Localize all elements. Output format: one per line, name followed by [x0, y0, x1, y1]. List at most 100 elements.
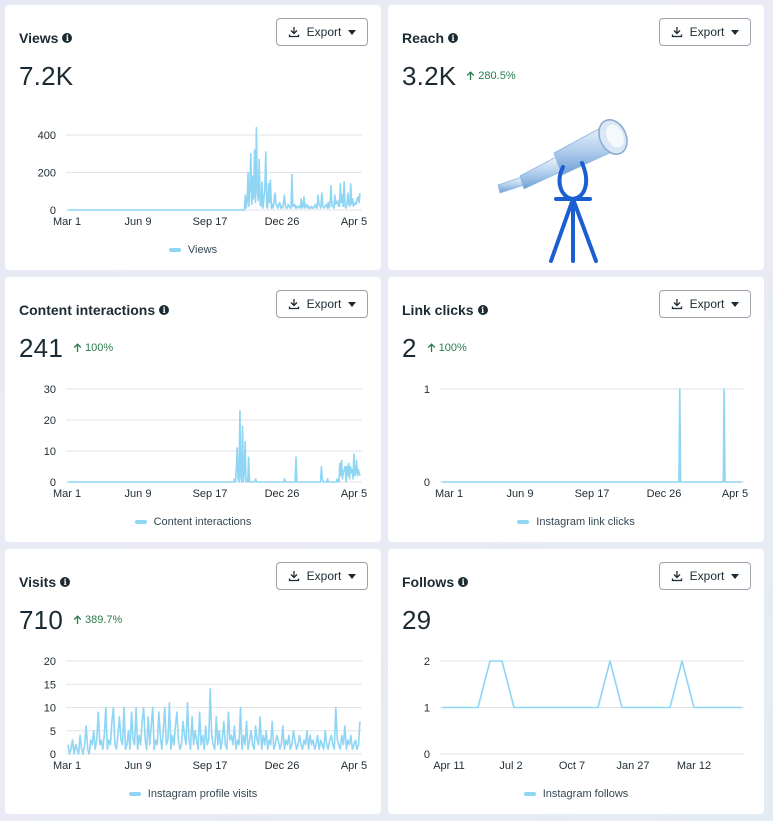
- y-tick-label: 0: [50, 749, 56, 761]
- x-tick-label: Mar 1: [53, 488, 81, 500]
- caret-down-icon: [348, 573, 357, 579]
- caret-down-icon: [731, 29, 740, 35]
- y-tick-label: 15: [44, 679, 56, 691]
- x-tick-label: Jun 9: [125, 216, 152, 228]
- export-button[interactable]: Export: [659, 562, 751, 590]
- card-title-text: Follows: [402, 574, 455, 590]
- chart-legend: Instagram follows: [388, 788, 764, 800]
- caret-down-icon: [348, 301, 357, 307]
- info-icon[interactable]: i: [477, 305, 488, 315]
- metric-row: 7.2K: [19, 61, 73, 92]
- series-line: [68, 409, 361, 483]
- export-label: Export: [689, 569, 725, 583]
- arrow-up-icon: [73, 343, 82, 352]
- y-tick-label: 1: [424, 384, 430, 396]
- y-tick-label: 2: [424, 656, 430, 668]
- metric-row: 3.2K 280.5%: [402, 61, 516, 92]
- download-icon: [671, 299, 682, 310]
- export-label: Export: [689, 25, 725, 39]
- x-tick-label: Mar 1: [53, 760, 81, 772]
- info-icon[interactable]: i: [60, 577, 71, 587]
- metric-row: 710 389.7%: [19, 605, 122, 636]
- x-tick-label: Jun 9: [125, 760, 152, 772]
- x-tick-label: Apr 5: [341, 760, 367, 772]
- info-icon[interactable]: i: [159, 305, 170, 315]
- series-line: [442, 660, 742, 709]
- info-icon[interactable]: i: [458, 577, 469, 587]
- x-tick-label: Mar 1: [435, 488, 463, 500]
- x-tick-label: Apr 5: [341, 488, 367, 500]
- series-line: [67, 688, 361, 755]
- y-tick-label: 5: [50, 726, 56, 738]
- arrow-up-icon: [427, 343, 435, 352]
- x-tick-label: Dec 26: [265, 760, 300, 772]
- y-tick-label: 20: [44, 415, 56, 427]
- export-button[interactable]: Export: [276, 290, 368, 318]
- metric-change: 100%: [427, 342, 467, 354]
- download-icon: [671, 571, 682, 582]
- card-title: Visits i: [19, 574, 71, 590]
- x-tick-label: Dec 26: [265, 216, 300, 228]
- visits-card: Visits i Export 710 389.7% 20 15 10 5 0 Mar 1…: [5, 549, 381, 814]
- x-tick-label: Oct 7: [559, 760, 585, 772]
- chart-legend: Content interactions: [5, 516, 381, 528]
- legend-label: Instagram follows: [542, 788, 629, 800]
- content-interactions-card: Content interactions i Export 241 100% 3…: [5, 277, 381, 542]
- y-tick-label: 0: [424, 749, 430, 761]
- metric-change: 100%: [73, 342, 113, 354]
- metric-change: 389.7%: [73, 614, 122, 626]
- legend-label: Views: [187, 244, 218, 256]
- info-icon[interactable]: i: [448, 33, 459, 43]
- export-label: Export: [689, 297, 725, 311]
- download-icon: [288, 571, 299, 582]
- y-tick-label: 10: [44, 703, 56, 715]
- link-clicks-chart: 1 0 Mar 1 Jun 9 Sep 17 Dec 26 Apr 5: [424, 384, 748, 500]
- x-tick-label: Apr 5: [722, 488, 748, 500]
- metric-value: 710: [19, 605, 63, 635]
- card-title-text: Content interactions: [19, 302, 156, 318]
- y-tick-label: 0: [50, 205, 56, 217]
- export-label: Export: [306, 25, 342, 39]
- metric-change: 280.5%: [466, 70, 516, 82]
- export-button[interactable]: Export: [276, 562, 368, 590]
- metric-value: 29: [402, 605, 432, 635]
- metric-value: 7.2K: [19, 61, 74, 91]
- export-label: Export: [306, 297, 342, 311]
- metric-value: 3.2K: [402, 61, 457, 91]
- series-line: [68, 126, 361, 211]
- telescope-illustration: [497, 119, 628, 263]
- y-tick-label: 1: [424, 703, 430, 715]
- export-button[interactable]: Export: [659, 18, 751, 46]
- metric-change-text: 280.5%: [478, 70, 516, 82]
- x-tick-label: Apr 11: [433, 760, 465, 772]
- card-title-text: Visits: [19, 574, 57, 590]
- arrow-up-icon: [73, 615, 82, 624]
- y-tick-label: 0: [50, 477, 56, 489]
- info-icon[interactable]: i: [62, 33, 73, 43]
- legend-swatch: [134, 520, 147, 524]
- series-line: [442, 388, 742, 483]
- caret-down-icon: [731, 573, 740, 579]
- export-button[interactable]: Export: [276, 18, 368, 46]
- metric-change-text: 100%: [438, 342, 467, 354]
- caret-down-icon: [731, 301, 740, 307]
- x-tick-label: Sep 17: [193, 488, 228, 500]
- y-tick-label: 10: [44, 446, 56, 458]
- reach-card: Reach i Export 3.2K 280.5%: [388, 5, 764, 270]
- arrow-up-icon: [467, 71, 475, 80]
- legend-swatch: [517, 520, 530, 524]
- x-tick-label: Dec 26: [647, 488, 682, 500]
- export-button[interactable]: Export: [659, 290, 751, 318]
- metric-row: 29: [402, 605, 431, 636]
- export-label: Export: [306, 569, 342, 583]
- x-tick-label: Sep 17: [575, 488, 610, 500]
- metric-change-text: 100%: [84, 342, 114, 354]
- metric-change-text: 389.7%: [84, 614, 123, 626]
- y-tick-label: 20: [44, 656, 56, 668]
- caret-down-icon: [348, 29, 357, 35]
- card-title: Content interactions i: [19, 302, 170, 318]
- metric-row: 241 100%: [19, 333, 113, 364]
